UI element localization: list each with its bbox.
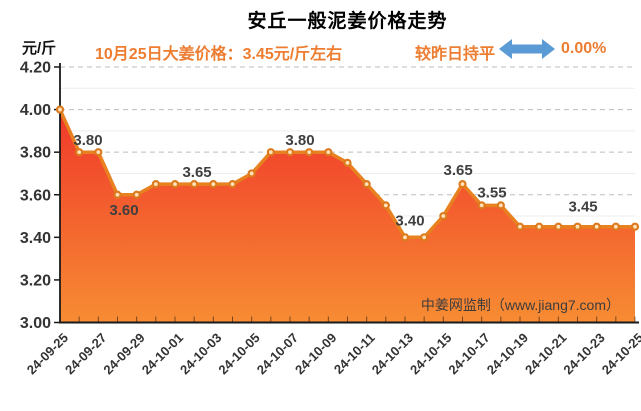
data-point-marker bbox=[496, 201, 505, 210]
data-point-label: 3.65 bbox=[443, 162, 472, 179]
chart-title: 安丘一般泥姜价格走势 bbox=[247, 11, 448, 32]
x-axis-label: 24-10-09 bbox=[292, 330, 339, 377]
data-point-marker bbox=[247, 169, 256, 178]
x-axis-label: 24-10-21 bbox=[522, 330, 569, 377]
data-point-marker bbox=[55, 105, 65, 114]
trend-percent: 0.00% bbox=[561, 40, 607, 57]
data-point-marker bbox=[381, 201, 390, 210]
y-axis-label: 3.20 bbox=[20, 272, 51, 289]
y-axis-label: 4.20 bbox=[20, 60, 51, 77]
x-axis-label: 24-10-23 bbox=[560, 330, 607, 377]
data-point-marker bbox=[285, 148, 295, 157]
data-point-marker bbox=[151, 180, 160, 189]
data-point-label: 3.60 bbox=[109, 202, 138, 219]
trend-label: 较昨日持平 bbox=[415, 46, 496, 63]
data-point-label: 3.65 bbox=[182, 164, 211, 181]
y-axis-label: 4.00 bbox=[20, 102, 51, 119]
y-axis-label: 3.00 bbox=[20, 315, 51, 332]
y-axis-label: 3.60 bbox=[20, 187, 51, 204]
y-axis-label: 3.80 bbox=[20, 145, 51, 162]
x-axis-label: 24-09-25 bbox=[24, 330, 71, 377]
price-note: 10月25日大姜价格：3.45元/斤左右 bbox=[95, 46, 343, 63]
x-axis-label: 24-10-19 bbox=[484, 330, 531, 377]
x-axis-label: 24-10-07 bbox=[254, 330, 301, 377]
data-point-marker bbox=[573, 222, 582, 231]
x-axis-label: 24-10-17 bbox=[445, 330, 492, 377]
data-point-marker bbox=[170, 180, 180, 189]
data-point-marker bbox=[113, 190, 122, 199]
flat-trend-arrow-shape bbox=[499, 39, 555, 59]
x-axis-label: 24-09-29 bbox=[100, 330, 147, 377]
data-point-marker bbox=[420, 233, 429, 242]
data-point-marker bbox=[400, 233, 410, 242]
data-point-marker bbox=[630, 222, 640, 231]
data-point-marker bbox=[515, 222, 525, 231]
x-axis-label: 24-10-25 bbox=[599, 330, 641, 377]
x-axis-label: 24-10-05 bbox=[215, 330, 262, 377]
data-point-marker bbox=[477, 201, 486, 210]
data-point-marker bbox=[266, 148, 275, 157]
data-point-marker bbox=[94, 148, 103, 157]
data-point-label: 3.45 bbox=[568, 199, 597, 216]
horizontal-double-arrow-icon bbox=[498, 37, 556, 61]
data-point-label: 3.80 bbox=[73, 132, 102, 149]
data-point-marker bbox=[75, 148, 84, 157]
data-point-label: 3.40 bbox=[395, 212, 424, 229]
data-point-marker bbox=[132, 190, 141, 199]
data-point-marker bbox=[554, 222, 563, 231]
data-point-label: 3.80 bbox=[285, 132, 314, 149]
data-point-marker bbox=[592, 222, 601, 231]
data-point-marker bbox=[535, 222, 544, 231]
x-axis-label: 24-10-01 bbox=[139, 330, 186, 377]
x-axis-label: 24-10-15 bbox=[407, 330, 454, 377]
data-point-marker bbox=[228, 180, 237, 189]
data-point-marker bbox=[343, 158, 352, 167]
data-point-marker bbox=[190, 180, 199, 189]
x-axis-label: 24-10-13 bbox=[369, 330, 416, 377]
area-fill bbox=[60, 109, 635, 323]
data-point-label: 3.55 bbox=[477, 184, 506, 201]
data-point-marker bbox=[439, 211, 448, 221]
data-point-marker bbox=[458, 180, 467, 189]
data-point-marker bbox=[209, 180, 218, 189]
data-point-marker bbox=[611, 222, 620, 231]
data-point-marker bbox=[305, 148, 314, 157]
watermark-text: 中姜网监制（www.jiang7.com） bbox=[421, 297, 620, 313]
x-axis-label: 24-09-27 bbox=[62, 330, 109, 377]
y-axis-unit-label: 元/斤 bbox=[22, 40, 57, 57]
data-point-marker bbox=[324, 148, 333, 157]
data-point-marker bbox=[362, 180, 371, 189]
y-axis-label: 3.40 bbox=[20, 230, 51, 247]
x-axis-label: 24-10-03 bbox=[177, 330, 224, 377]
